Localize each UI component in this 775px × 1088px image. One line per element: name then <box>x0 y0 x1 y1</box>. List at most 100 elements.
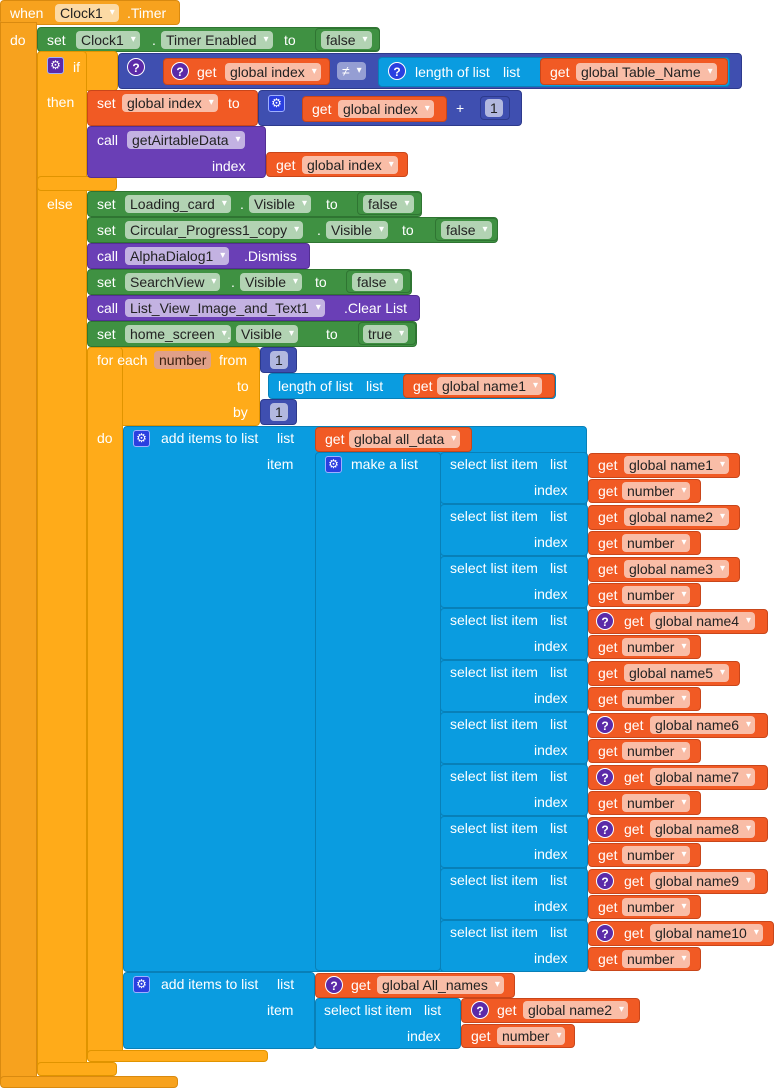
event-bottom <box>0 1076 178 1088</box>
index-label: index <box>534 742 568 758</box>
list-label: list <box>277 430 295 446</box>
variable-dropdown[interactable]: number <box>622 482 691 500</box>
component-dropdown[interactable]: List_View_Image_and_Text1 <box>125 299 325 317</box>
component-dropdown[interactable]: Circular_Progress1_copy <box>125 221 304 239</box>
warning-icon[interactable]: ? <box>388 62 406 80</box>
variable-dropdown[interactable]: global name4 <box>650 612 756 630</box>
mutator-gear-icon[interactable]: ⚙ <box>268 95 285 112</box>
warning-icon[interactable]: ? <box>171 62 189 80</box>
variable-dropdown[interactable]: global name1 <box>437 377 543 395</box>
select-list-item-block[interactable] <box>440 556 588 608</box>
select-list-item-block[interactable] <box>440 452 588 504</box>
variable-dropdown[interactable]: global index <box>225 63 321 81</box>
warning-icon[interactable]: ? <box>596 768 614 786</box>
if-bottom <box>37 1062 117 1076</box>
variable-dropdown[interactable]: number <box>622 846 691 864</box>
list-label: list <box>550 560 568 576</box>
select-list-item-block[interactable] <box>440 608 588 660</box>
property-dropdown[interactable]: Timer Enabled <box>161 31 273 49</box>
loop-variable-field[interactable]: number <box>154 351 212 369</box>
variable-dropdown[interactable]: global name9 <box>650 872 756 890</box>
variable-dropdown[interactable]: number <box>622 690 691 708</box>
get-label: get <box>624 873 644 889</box>
variable-dropdown[interactable]: number <box>622 534 691 552</box>
select-list-item-block[interactable] <box>440 868 588 920</box>
variable-dropdown[interactable]: global index <box>302 156 398 174</box>
variable-dropdown[interactable]: global name5 <box>624 664 730 682</box>
number-value[interactable]: 1 <box>270 351 288 369</box>
mutator-gear-icon[interactable]: ⚙ <box>133 430 150 447</box>
select-list-item-block[interactable] <box>440 660 588 712</box>
warning-icon[interactable]: ? <box>596 924 614 942</box>
else-label: else <box>47 196 73 212</box>
list-label: list <box>424 1002 442 1018</box>
variable-dropdown[interactable]: global All_names <box>377 976 504 994</box>
mutator-gear-icon[interactable]: ⚙ <box>47 57 64 74</box>
add-items-to-list-block[interactable] <box>123 972 315 1049</box>
variable-dropdown[interactable]: global name7 <box>650 768 756 786</box>
variable-dropdown[interactable]: number <box>622 950 691 968</box>
variable-dropdown[interactable]: global name8 <box>650 820 756 838</box>
variable-dropdown[interactable]: global index <box>338 100 434 118</box>
property-dropdown[interactable]: Visible <box>326 221 388 239</box>
get-label: get <box>598 509 618 525</box>
index-label: index <box>534 638 568 654</box>
variable-dropdown[interactable]: global name1 <box>624 456 730 474</box>
select-list-item-block[interactable] <box>440 920 588 972</box>
procedure-dropdown[interactable]: getAirtableData <box>127 131 245 149</box>
dot: . <box>317 222 321 238</box>
list-label: list <box>277 976 295 992</box>
boolean-dropdown[interactable]: false <box>352 273 403 291</box>
variable-dropdown[interactable]: number <box>622 638 691 656</box>
variable-dropdown[interactable]: global name6 <box>650 716 756 734</box>
variable-dropdown[interactable]: global name10 <box>650 924 763 942</box>
variable-dropdown[interactable]: number <box>622 794 691 812</box>
variable-dropdown[interactable]: global name3 <box>624 560 730 578</box>
property-dropdown[interactable]: Visible <box>249 195 311 213</box>
variable-dropdown[interactable]: global Table_Name <box>576 63 717 81</box>
variable-dropdown[interactable]: number <box>622 898 691 916</box>
component-dropdown[interactable]: SearchView <box>125 273 221 291</box>
index-label: index <box>212 158 246 174</box>
variable-dropdown[interactable]: global all_data <box>349 430 461 448</box>
property-dropdown[interactable]: Visible <box>240 273 302 291</box>
number-value[interactable]: 1 <box>270 403 288 421</box>
make-a-list-block[interactable] <box>315 452 441 971</box>
component-dropdown[interactable]: Loading_card <box>125 195 231 213</box>
warning-icon[interactable]: ? <box>325 976 343 994</box>
property-dropdown[interactable]: Visible <box>236 325 298 343</box>
mutator-gear-icon[interactable]: ⚙ <box>133 976 150 993</box>
mutator-gear-icon[interactable]: ⚙ <box>325 456 342 473</box>
warning-icon[interactable]: ? <box>596 872 614 890</box>
component-dropdown[interactable]: home_screen <box>125 325 231 343</box>
warning-icon[interactable]: ? <box>596 612 614 630</box>
boolean-dropdown[interactable]: true <box>363 325 409 343</box>
variable-dropdown[interactable]: number <box>497 1027 566 1045</box>
operator-dropdown[interactable]: ≠ <box>337 62 366 80</box>
select-list-item-block[interactable] <box>315 998 461 1049</box>
method-label: .Clear List <box>344 300 408 316</box>
variable-dropdown[interactable]: global name2 <box>624 508 730 526</box>
select-list-item-block[interactable] <box>440 764 588 816</box>
variable-dropdown[interactable]: number <box>622 586 691 604</box>
warning-icon[interactable]: ? <box>127 58 145 76</box>
index-label: index <box>534 950 568 966</box>
set-label: set <box>97 326 116 342</box>
component-dropdown[interactable]: Clock1 <box>55 4 119 22</box>
select-list-item-block[interactable] <box>440 712 588 764</box>
boolean-dropdown[interactable]: false <box>363 195 414 213</box>
variable-dropdown[interactable]: global index <box>122 94 218 112</box>
component-dropdown[interactable]: Clock1 <box>76 31 140 49</box>
boolean-dropdown[interactable]: false <box>441 221 492 239</box>
warning-icon[interactable]: ? <box>596 820 614 838</box>
warning-icon[interactable]: ? <box>471 1001 489 1019</box>
variable-dropdown[interactable]: global name2 <box>523 1001 629 1019</box>
index-label: index <box>534 898 568 914</box>
boolean-dropdown[interactable]: false <box>321 31 372 49</box>
number-value[interactable]: 1 <box>485 99 503 117</box>
variable-dropdown[interactable]: number <box>622 742 691 760</box>
select-list-item-block[interactable] <box>440 816 588 868</box>
warning-icon[interactable]: ? <box>596 716 614 734</box>
component-dropdown[interactable]: AlphaDialog1 <box>125 247 230 265</box>
select-list-item-block[interactable] <box>440 504 588 556</box>
